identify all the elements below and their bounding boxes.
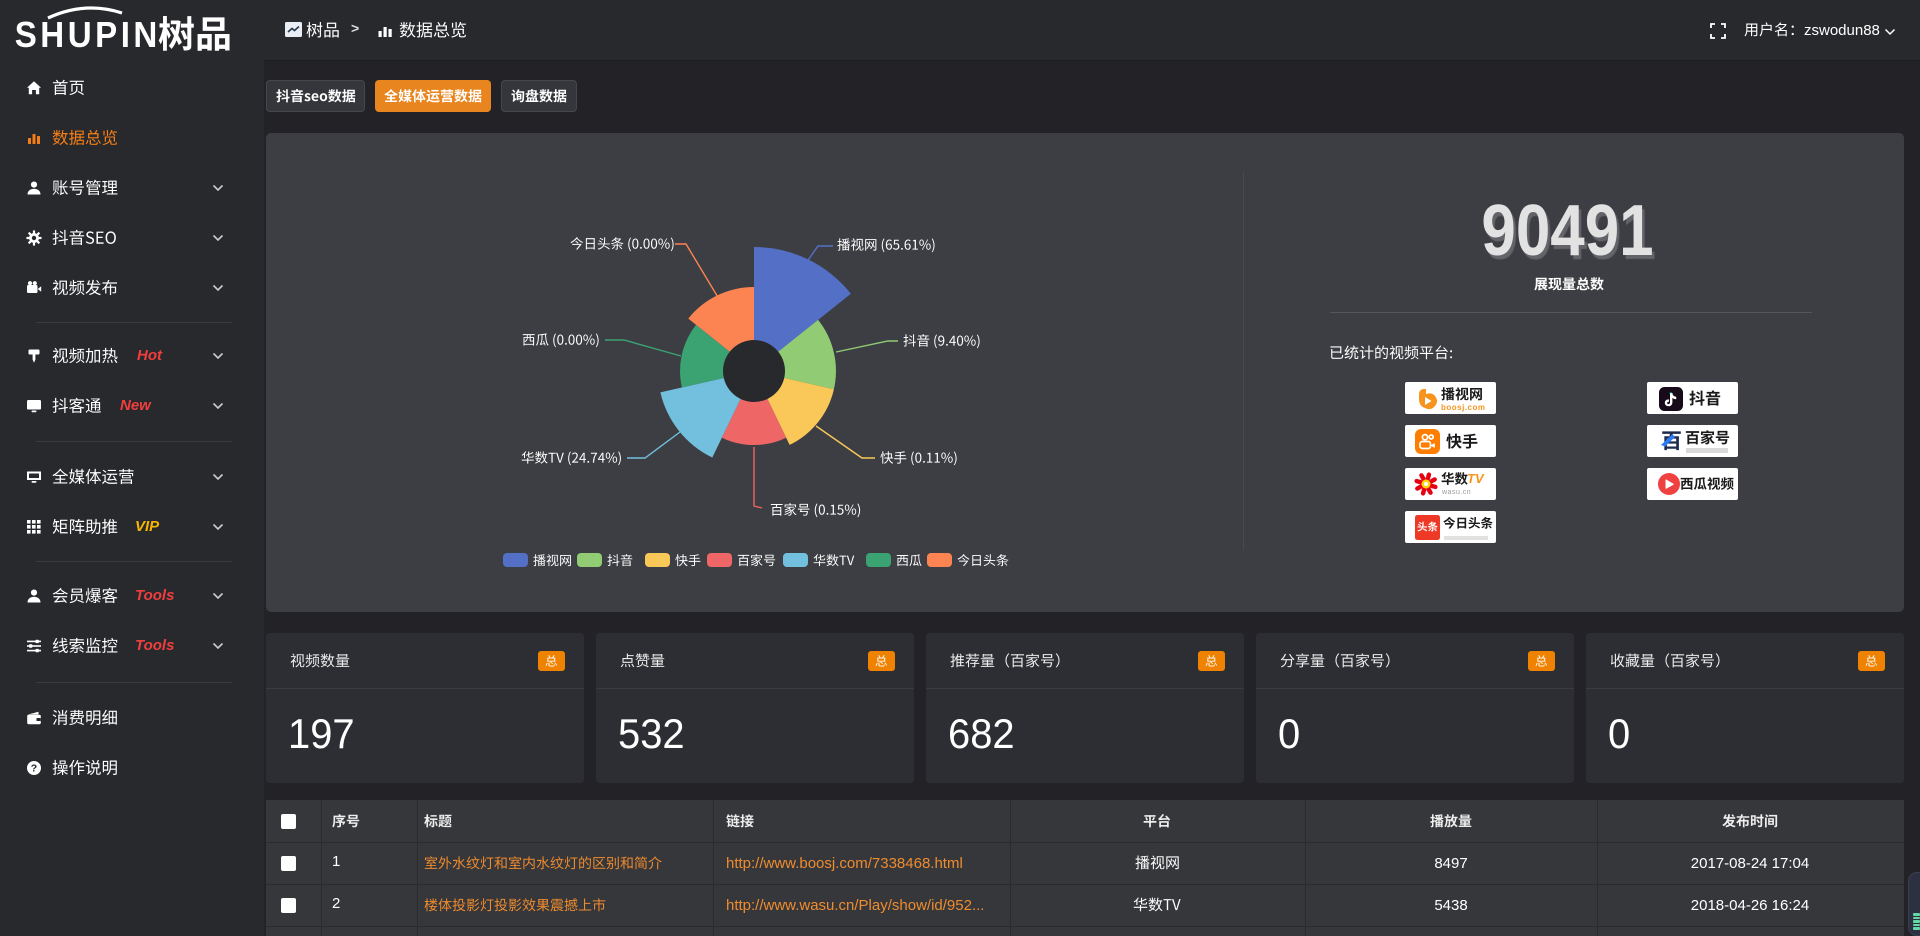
svg-text:SHUPIN: SHUPIN bbox=[15, 16, 158, 56]
svg-text:?: ? bbox=[31, 762, 37, 774]
